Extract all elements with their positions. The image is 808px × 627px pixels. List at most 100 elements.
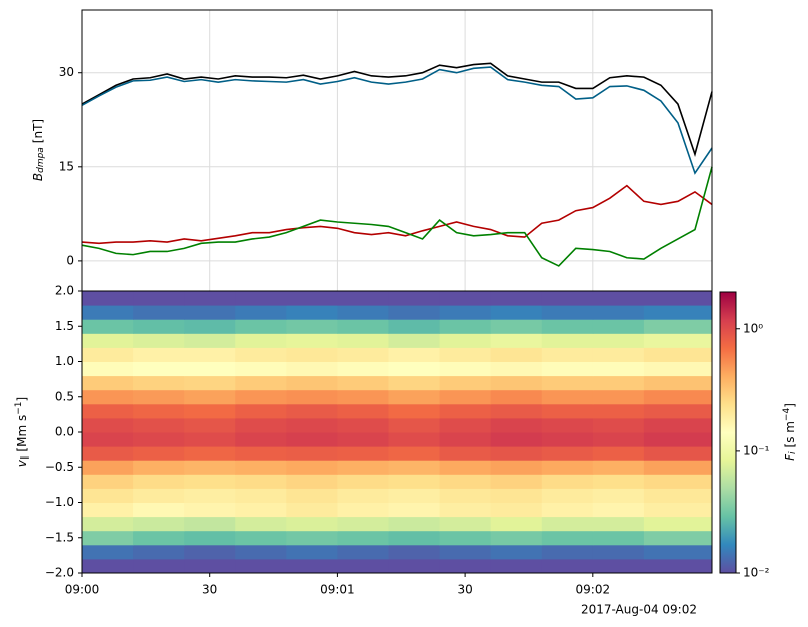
heatmap-cell [592,432,645,447]
heatmap-cell [133,361,185,377]
heatmap-cell [541,347,594,362]
heatmap-cell [643,558,713,574]
label-unit: [Mm s [15,415,29,452]
heatmap-cell [439,488,492,503]
heatmap-cell [82,291,134,306]
heatmap-cell [592,558,645,574]
heatmap-cell [541,361,594,377]
heatmap-cell [235,544,287,560]
heatmap-cell [592,375,645,391]
heatmap-cell [541,544,594,560]
heatmap-cell [82,432,134,447]
heatmap-cell [184,417,236,433]
heatmap-cell [592,417,645,433]
data-line [81,62,713,158]
heatmap-cell [643,544,713,560]
heatmap-cell [133,446,185,461]
data-line [81,184,713,245]
label-close: ] [15,397,29,402]
heatmap-cell [184,319,236,334]
heatmap-cell [133,347,185,362]
heatmap-cell [592,319,645,334]
y-tick-label: 30 [59,65,74,79]
heatmap-cell [133,333,185,348]
heatmap-cell [643,460,713,475]
heatmap-cell [643,502,713,518]
heatmap-cell [286,305,338,320]
heatmap-cell [388,361,441,377]
heatmap-cell [439,516,492,532]
heatmap-cell [286,530,338,546]
heatmap-cell [490,558,543,574]
heatmap-cell [184,460,236,475]
heatmap-cell [184,305,236,320]
heatmap-cell [388,305,441,320]
heatmap-cell [82,544,134,560]
heatmap-cell [439,558,492,574]
colorbar-tick-label: 10⁰ [743,321,763,335]
heatmap-cell [286,432,338,447]
heatmap-cell [133,305,185,320]
heatmap-cell [286,361,338,377]
y-tick-label: −1.5 [45,530,74,544]
heatmap-cell [235,291,287,306]
x-tick-label: 30 [457,583,472,597]
heatmap-cell [235,375,287,391]
heatmap-cell [490,530,543,546]
heatmap-cell [388,319,441,334]
heatmap-cell [541,403,594,419]
heatmap-cell [490,375,543,391]
label-unit: [nT] [31,119,45,143]
heatmap-cell [133,389,185,405]
heatmap-cell [541,460,594,475]
y-tick-label: 0.0 [55,425,74,439]
heatmap-cell [592,474,645,489]
heatmap-cell [643,333,713,348]
heatmap-cell [82,319,134,334]
heatmap-cell [592,488,645,503]
heatmap-cell [133,502,185,518]
data-line [81,66,713,175]
heatmap-cell [592,291,645,306]
heatmap-cell [184,544,236,560]
heatmap-cell [286,333,338,348]
heatmap-cell [439,361,492,377]
heatmap-cell [592,333,645,348]
heatmap-cell [235,361,287,377]
heatmap-cell [235,347,287,362]
heatmap-cell [184,333,236,348]
y-tick-label: −1.0 [45,495,74,509]
heatmap-cell [643,474,713,489]
heatmap-cell [133,530,185,546]
heatmap-cell [388,530,441,546]
heatmap-cell [541,389,594,405]
label-symbol: v [15,459,29,467]
heatmap-cell [592,347,645,362]
heatmap-cell [286,460,338,475]
heatmap-cell [184,432,236,447]
heatmap-cell [388,516,441,532]
heatmap-cell [439,305,492,320]
heatmap-cell [439,530,492,546]
heatmap-cell [133,488,185,503]
heatmap-cell [337,389,389,405]
heatmap-cell [439,502,492,518]
heatmap-cell [337,558,389,574]
heatmap-cell [82,530,134,546]
heatmap-cell [439,291,492,306]
heatmap-cell [82,502,134,518]
heatmap-cell [184,403,236,419]
heatmap-cell [184,446,236,461]
heatmap-cell [337,417,389,433]
heatmap-cell [82,347,134,362]
heatmap-cell [337,375,389,391]
heatmap-cell [541,319,594,334]
heatmap-cell [388,389,441,405]
heatmap-cell [490,460,543,475]
heatmap-cell [439,432,492,447]
heatmap-cell [337,516,389,532]
heatmap-cell [541,291,594,306]
heatmap-cell [592,502,645,518]
heatmap-cell [643,305,713,320]
heatmap-cell [337,460,389,475]
